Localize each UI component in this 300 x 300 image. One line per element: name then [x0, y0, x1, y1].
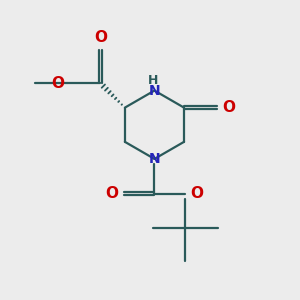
- Text: H: H: [148, 74, 158, 87]
- Text: N: N: [148, 84, 160, 98]
- Text: O: O: [222, 100, 235, 115]
- Text: O: O: [190, 186, 203, 201]
- Text: N: N: [148, 152, 160, 166]
- Text: O: O: [94, 30, 107, 45]
- Text: O: O: [105, 186, 118, 201]
- Text: O: O: [51, 76, 64, 91]
